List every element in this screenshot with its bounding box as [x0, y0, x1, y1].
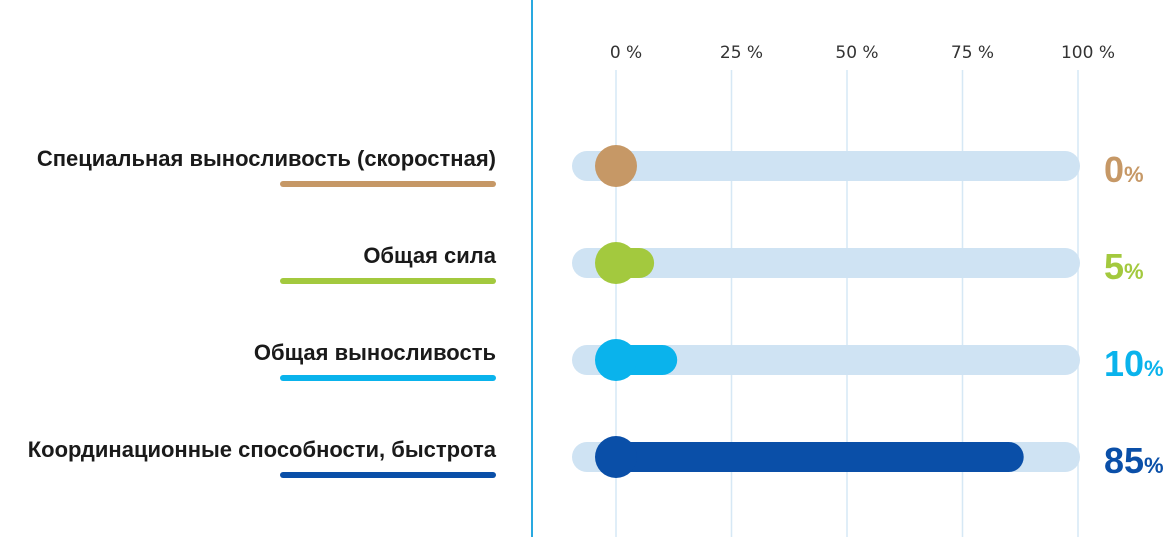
- x-tick-label: 50 %: [835, 43, 878, 63]
- bars: [572, 145, 1080, 478]
- value-label: 10%: [1104, 343, 1164, 384]
- value-label: 85%: [1104, 440, 1164, 481]
- bar-track: [572, 248, 1080, 278]
- bar-start-dot: [595, 242, 637, 284]
- category-label: Специальная выносливость (скоростная): [37, 146, 496, 171]
- category-label: Общая выносливость: [254, 340, 496, 365]
- category-underline: [280, 375, 496, 381]
- value-unit: %: [1144, 356, 1164, 381]
- bar-start-dot: [595, 339, 637, 381]
- x-tick-label: 100 %: [1061, 43, 1115, 63]
- x-tick-label: 75 %: [951, 43, 994, 63]
- category-label: Общая сила: [363, 243, 496, 268]
- x-tick-label: 0 %: [610, 43, 642, 63]
- value-unit: %: [1144, 453, 1164, 478]
- value-number: 85: [1104, 440, 1144, 481]
- bar-fill: [601, 442, 1024, 472]
- bar-start-dot: [595, 145, 637, 187]
- bar-track: [572, 151, 1080, 181]
- category-labels: Специальная выносливость (скоростная) Общ…: [28, 146, 497, 478]
- value-unit: %: [1124, 162, 1144, 187]
- value-number: 0: [1104, 149, 1124, 190]
- value-label: 5%: [1104, 246, 1144, 287]
- category-underline: [280, 278, 496, 284]
- bar-track: [572, 345, 1080, 375]
- value-unit: %: [1124, 259, 1144, 284]
- category-label: Координационные способности, быстрота: [28, 437, 497, 462]
- x-tick-label: 25 %: [720, 43, 763, 63]
- value-labels: 0%5%10%85%: [1104, 149, 1164, 481]
- value-number: 5: [1104, 246, 1124, 287]
- bar-start-dot: [595, 436, 637, 478]
- x-axis-ticks: 0 % 25 % 50 % 75 % 100 %: [610, 43, 1115, 63]
- value-label: 0%: [1104, 149, 1144, 190]
- category-underline: [280, 472, 496, 478]
- category-underline: [280, 181, 496, 187]
- value-number: 10: [1104, 343, 1144, 384]
